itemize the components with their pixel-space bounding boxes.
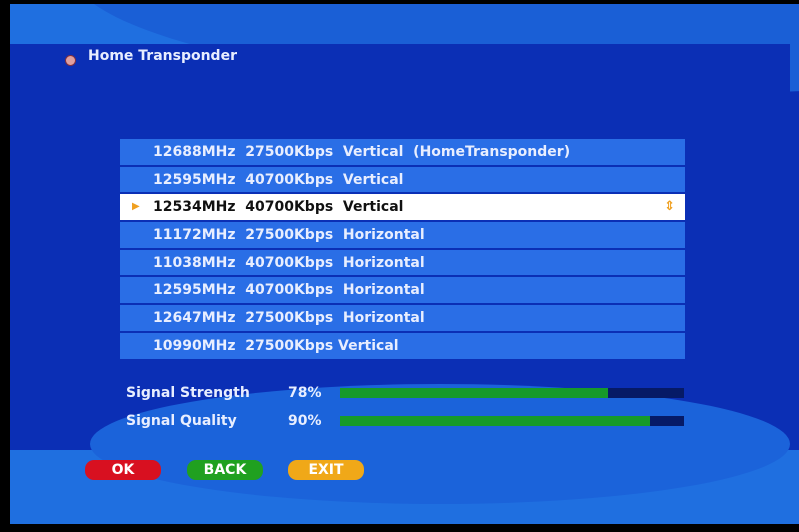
transponder-row[interactable]: 12647MHz 27500Kbps Horizontal bbox=[120, 305, 685, 331]
back-button[interactable]: BACK bbox=[187, 460, 263, 480]
transponder-label: 12688MHz 27500Kbps Vertical (HomeTranspo… bbox=[153, 144, 571, 160]
signal-quality-fill bbox=[340, 416, 650, 426]
transponder-row[interactable]: 11172MHz 27500Kbps Horizontal bbox=[120, 222, 685, 248]
transponder-label: 11172MHz 27500Kbps Horizontal bbox=[153, 227, 425, 244]
bottom-decoration bbox=[90, 384, 790, 504]
signal-quality-label: Signal Quality bbox=[126, 413, 237, 429]
transponder-label: 10990MHz 27500Kbps Vertical bbox=[153, 337, 399, 354]
signal-strength-fill bbox=[340, 388, 609, 398]
transponder-row[interactable]: 10990MHz 27500Kbps Vertical bbox=[120, 332, 685, 359]
transponder-row[interactable]: 12595MHz 40700Kbps Vertical bbox=[120, 166, 685, 193]
page-title: Home Transponder bbox=[88, 48, 237, 64]
transponder-row[interactable]: 12688MHz 27500Kbps Vertical (HomeTranspo… bbox=[120, 139, 685, 165]
signal-strength-label: Signal Strength bbox=[126, 385, 250, 401]
transponder-row[interactable]: ▶ 12534MHz 40700Kbps Vertical ⇕ bbox=[120, 194, 685, 221]
screen: Home Transponder 12688MHz 27500Kbps Vert… bbox=[10, 4, 799, 524]
exit-button[interactable]: EXIT bbox=[288, 460, 364, 480]
content-background bbox=[10, 44, 790, 144]
transponder-row[interactable]: 12595MHz 40700Kbps Horizontal bbox=[120, 277, 685, 304]
bullet-icon bbox=[65, 55, 76, 66]
transponder-label: 12595MHz 40700Kbps Vertical bbox=[153, 171, 404, 188]
ok-button[interactable]: OK bbox=[85, 460, 161, 480]
transponder-label: 12595MHz 40700Kbps Horizontal bbox=[153, 282, 425, 299]
signal-strength-value: 78% bbox=[288, 385, 322, 401]
up-down-icon: ⇕ bbox=[664, 199, 675, 215]
signal-quality-bar bbox=[340, 416, 684, 426]
signal-strength-bar bbox=[340, 388, 684, 398]
transponder-row[interactable]: 11038MHz 40700Kbps Horizontal bbox=[120, 249, 685, 276]
signal-quality-value: 90% bbox=[288, 413, 322, 429]
selection-arrow-icon: ▶ bbox=[132, 201, 140, 213]
transponder-list[interactable]: 12688MHz 27500Kbps Vertical (HomeTranspo… bbox=[120, 139, 685, 361]
transponder-label: 12647MHz 27500Kbps Horizontal bbox=[153, 310, 425, 327]
transponder-label: 11038MHz 40700Kbps Horizontal bbox=[153, 254, 425, 271]
transponder-label: 12534MHz 40700Kbps Vertical bbox=[153, 199, 404, 216]
